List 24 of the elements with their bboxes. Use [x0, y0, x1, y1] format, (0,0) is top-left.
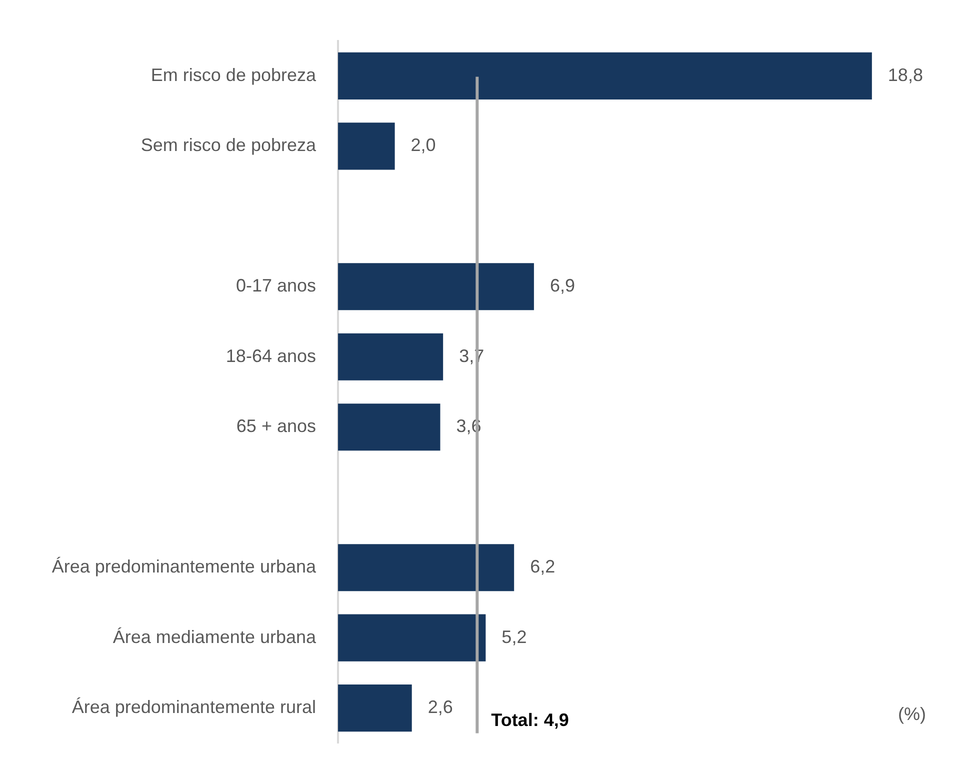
y-tick-label: 65 + anos: [236, 416, 316, 436]
y-tick-label: Em risco de pobreza: [150, 64, 317, 85]
bar: [338, 614, 486, 662]
bar: [338, 52, 872, 100]
bar: [338, 122, 395, 170]
y-tick-label: Sem risco de pobreza: [140, 135, 317, 156]
bar: [338, 684, 412, 732]
y-tick-label: Área predominantemente urbana: [52, 556, 317, 577]
data-label: 2,6: [428, 697, 453, 718]
data-label: 18,8: [888, 64, 923, 85]
y-tick-label: Área mediamente urbana: [112, 626, 317, 647]
text: (%): [898, 704, 926, 724]
y-tick-label: 18-64 anos: [226, 346, 316, 366]
bar: [338, 404, 440, 451]
bar: [338, 263, 534, 310]
y-tick-label: 0-17 anos: [236, 276, 316, 296]
y-tick-label: Área predominantemente rural: [72, 697, 316, 718]
data-label: 5,2: [502, 626, 527, 647]
bar: [338, 333, 444, 380]
data-label: 2,0: [410, 135, 436, 156]
data-label: 6,2: [530, 556, 556, 577]
data-label: 6,9: [550, 276, 575, 296]
ref-line-label: Total: 4,9: [491, 710, 569, 730]
bar: [338, 544, 514, 592]
